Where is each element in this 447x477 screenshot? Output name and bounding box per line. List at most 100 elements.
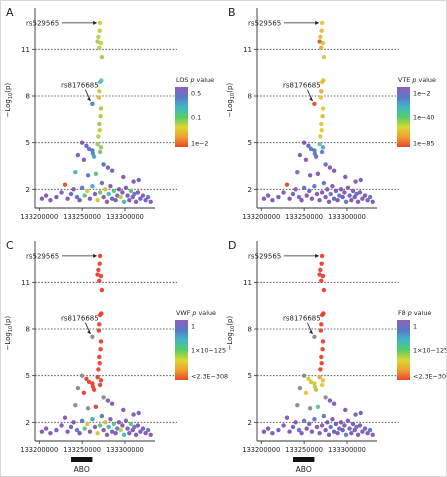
data-point: [297, 152, 303, 158]
data-point: [287, 196, 292, 201]
x-tick-label: 133200000: [20, 446, 58, 454]
data-point: [62, 182, 68, 187]
data-point: [301, 140, 307, 145]
data-point: [331, 196, 337, 201]
data-point: [306, 143, 311, 148]
data-point: [319, 89, 324, 94]
data-point: [115, 426, 120, 431]
data-point: [293, 187, 298, 192]
data-point: [125, 426, 130, 431]
y-tick-label: 11: [21, 279, 30, 287]
data-point: [90, 417, 95, 422]
data-point: [79, 373, 85, 378]
data-point: [284, 415, 290, 420]
data-point: [290, 191, 296, 197]
data-point: [335, 198, 340, 203]
snp-label-rs529565: rs529565: [26, 252, 59, 260]
colorbar-tick-label: 1×10−125: [191, 347, 226, 355]
data-point: [99, 413, 105, 419]
data-point: [319, 128, 324, 133]
x-tick-label: 133250000: [285, 213, 323, 221]
data-point: [349, 431, 354, 436]
data-point: [74, 427, 80, 433]
data-point: [48, 431, 53, 436]
data-point: [319, 261, 324, 266]
data-point: [330, 184, 335, 189]
data-point: [323, 162, 328, 167]
data-point: [108, 417, 113, 422]
data-point: [73, 170, 78, 175]
data-point: [145, 427, 151, 433]
colorbar-tick-label: 1: [191, 323, 195, 331]
data-point: [91, 154, 97, 159]
data-point: [317, 198, 322, 203]
data-point: [343, 174, 348, 180]
data-point: [347, 193, 352, 198]
data-point: [106, 424, 111, 430]
data-point: [345, 185, 351, 190]
data-point: [319, 423, 325, 428]
data-point: [340, 194, 345, 200]
data-point: [355, 199, 361, 204]
data-point: [82, 193, 87, 198]
data-point: [81, 390, 87, 395]
data-point: [135, 423, 141, 428]
x-tick-label: 133200000: [242, 446, 280, 454]
y-axis-label: −Log10(p): [4, 316, 14, 351]
data-point: [85, 173, 91, 178]
snp-label-rs8176685: rs8176685: [283, 82, 321, 90]
data-point: [65, 429, 70, 434]
y-tick-label: 2: [248, 419, 252, 427]
data-point: [123, 418, 129, 423]
data-point: [319, 121, 324, 127]
data-point: [105, 398, 111, 403]
data-point: [87, 429, 93, 434]
data-point: [321, 287, 327, 293]
data-point: [92, 424, 98, 430]
data-point: [296, 194, 302, 200]
data-point: [354, 424, 359, 430]
arrow-head: [309, 330, 313, 335]
data-point: [320, 106, 326, 111]
data-point: [99, 180, 105, 186]
data-point: [116, 420, 122, 425]
data-point: [293, 420, 298, 425]
data-point: [301, 418, 307, 423]
data-point: [307, 421, 312, 427]
data-point: [317, 431, 322, 436]
data-point: [39, 196, 45, 201]
data-point: [95, 142, 100, 147]
data-point: [96, 95, 102, 100]
x-tick-label: 133250000: [285, 446, 323, 454]
data-point: [86, 146, 92, 152]
data-point: [331, 429, 337, 434]
x-tick-label: 133200000: [242, 213, 280, 221]
data-point: [307, 173, 313, 178]
panel-letter: D: [228, 239, 236, 252]
data-point: [320, 145, 326, 150]
data-point: [325, 420, 330, 425]
data-point: [97, 322, 102, 327]
data-point: [105, 165, 111, 170]
data-point: [319, 361, 324, 366]
data-point: [118, 194, 123, 200]
data-point: [101, 162, 106, 167]
data-point: [319, 382, 325, 388]
data-point: [121, 407, 126, 413]
arrow-head: [93, 253, 98, 258]
data-point: [103, 187, 108, 192]
data-point: [133, 199, 139, 204]
data-point: [313, 387, 319, 392]
data-point: [270, 198, 275, 203]
x-tick-label: 133250000: [63, 446, 101, 454]
y-tick-label: 5: [248, 139, 252, 147]
data-point: [136, 177, 141, 183]
data-point: [319, 354, 324, 360]
data-point: [319, 45, 324, 50]
data-point: [127, 431, 132, 436]
data-point: [342, 190, 347, 195]
data-point: [121, 199, 127, 204]
data-point: [99, 54, 105, 60]
data-point: [357, 423, 363, 428]
data-point: [73, 403, 78, 408]
